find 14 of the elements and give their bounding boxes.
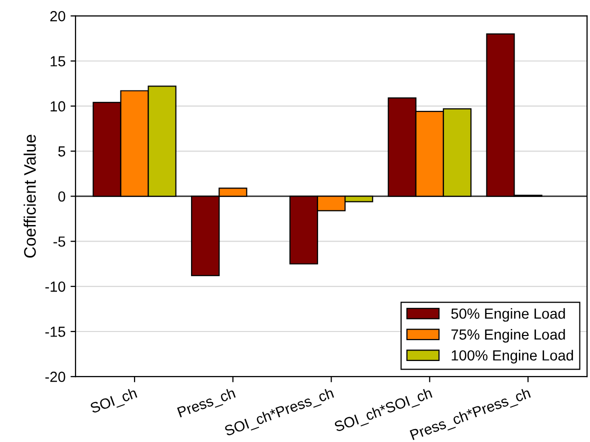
- x-tick-label: SOI_ch: [89, 387, 138, 416]
- y-tick-label: -20: [45, 372, 66, 382]
- y-tick-label: 0: [58, 191, 66, 202]
- y-tick-label: -5: [53, 236, 66, 247]
- legend-label: 100% Engine Load: [452, 350, 573, 364]
- y-tick-label: -10: [45, 282, 66, 292]
- y-tick-label: 15: [50, 56, 66, 66]
- y-tick-label: 10: [50, 101, 66, 112]
- y-axis-title: Coefficient Value: [24, 134, 36, 258]
- legend-label: 75% Engine Load: [451, 328, 565, 343]
- legend-label: 50% Engine Load: [451, 308, 565, 322]
- y-tick-label: -15: [45, 326, 66, 337]
- y-tick-label: 20: [50, 11, 66, 22]
- y-tick-label: 5: [58, 146, 66, 157]
